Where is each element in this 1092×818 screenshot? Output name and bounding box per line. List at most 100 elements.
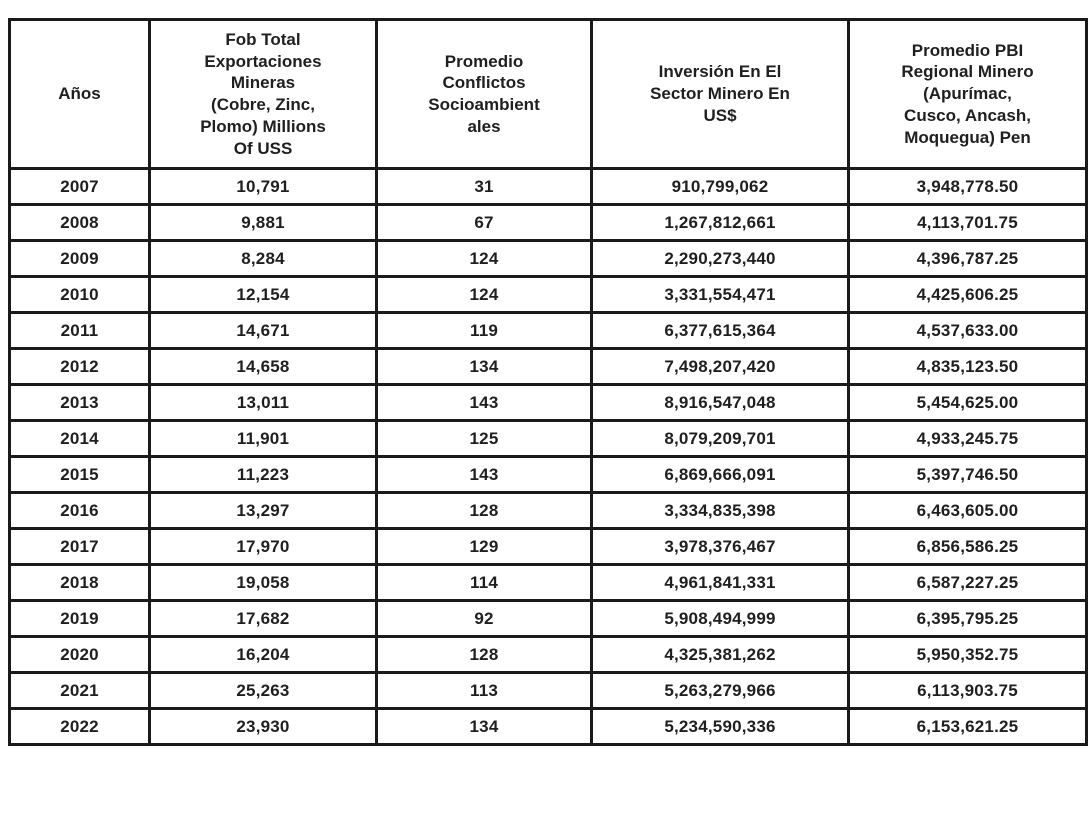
column-header-inversion: Inversión En El Sector Minero En US$ — [590, 18, 850, 170]
cell-anios: 2019 — [8, 599, 151, 638]
cell-conflictos: 92 — [375, 599, 593, 638]
table-row: 2013 13,011 143 8,916,547,048 5,454,625.00 — [8, 383, 1088, 422]
cell-conflictos: 31 — [375, 167, 593, 206]
cell-conflictos: 124 — [375, 239, 593, 278]
cell-inversion: 3,331,554,471 — [590, 275, 850, 314]
table-row: 2018 19,058 114 4,961,841,331 6,587,227.25 — [8, 563, 1088, 602]
cell-conflictos: 128 — [375, 635, 593, 674]
cell-fob: 8,284 — [148, 239, 378, 278]
table-row: 2011 14,671 119 6,377,615,364 4,537,633.00 — [8, 311, 1088, 350]
table-row: 2019 17,682 92 5,908,494,999 6,395,795.25 — [8, 599, 1088, 638]
cell-pbi: 4,425,606.25 — [847, 275, 1088, 314]
cell-conflictos: 134 — [375, 347, 593, 386]
cell-conflictos: 119 — [375, 311, 593, 350]
cell-anios: 2015 — [8, 455, 151, 494]
table-body: 2007 10,791 31 910,799,062 3,948,778.50 2008 9… — [8, 167, 1088, 746]
table-row: 2015 11,223 143 6,869,666,091 5,397,746.50 — [8, 455, 1088, 494]
cell-fob: 12,154 — [148, 275, 378, 314]
cell-inversion: 3,978,376,467 — [590, 527, 850, 566]
cell-pbi: 6,113,903.75 — [847, 671, 1088, 710]
cell-conflictos: 129 — [375, 527, 593, 566]
table-row: 2021 25,263 113 5,263,279,966 6,113,903.75 — [8, 671, 1088, 710]
table-row: 2020 16,204 128 4,325,381,262 5,950,352.75 — [8, 635, 1088, 674]
table-row: 2012 14,658 134 7,498,207,420 4,835,123.50 — [8, 347, 1088, 386]
cell-conflictos: 67 — [375, 203, 593, 242]
cell-fob: 19,058 — [148, 563, 378, 602]
table-head: Años Fob Total Exportaciones Mineras (Cob… — [8, 18, 1088, 170]
cell-inversion: 910,799,062 — [590, 167, 850, 206]
cell-fob: 11,901 — [148, 419, 378, 458]
cell-pbi: 6,587,227.25 — [847, 563, 1088, 602]
column-header-conflictos: Promedio Conflictos Socioambient ales — [375, 18, 593, 170]
table-row: 2009 8,284 124 2,290,273,440 4,396,787.25 — [8, 239, 1088, 278]
table-row: 2010 12,154 124 3,331,554,471 4,425,606.25 — [8, 275, 1088, 314]
cell-pbi: 4,835,123.50 — [847, 347, 1088, 386]
table-row: 2017 17,970 129 3,978,376,467 6,856,586.25 — [8, 527, 1088, 566]
cell-fob: 9,881 — [148, 203, 378, 242]
cell-pbi: 4,537,633.00 — [847, 311, 1088, 350]
cell-conflictos: 134 — [375, 707, 593, 746]
cell-inversion: 8,079,209,701 — [590, 419, 850, 458]
table-row: 2022 23,930 134 5,234,590,336 6,153,621.25 — [8, 707, 1088, 746]
cell-inversion: 1,267,812,661 — [590, 203, 850, 242]
cell-fob: 25,263 — [148, 671, 378, 710]
cell-fob: 13,297 — [148, 491, 378, 530]
cell-pbi: 3,948,778.50 — [847, 167, 1088, 206]
cell-fob: 10,791 — [148, 167, 378, 206]
cell-anios: 2009 — [8, 239, 151, 278]
cell-pbi: 6,153,621.25 — [847, 707, 1088, 746]
cell-pbi: 6,856,586.25 — [847, 527, 1088, 566]
cell-inversion: 5,234,590,336 — [590, 707, 850, 746]
cell-pbi: 5,454,625.00 — [847, 383, 1088, 422]
cell-inversion: 3,334,835,398 — [590, 491, 850, 530]
cell-pbi: 6,463,605.00 — [847, 491, 1088, 530]
cell-anios: 2020 — [8, 635, 151, 674]
cell-anios: 2021 — [8, 671, 151, 710]
mining-data-table: Años Fob Total Exportaciones Mineras (Cob… — [8, 18, 1088, 746]
cell-pbi: 4,933,245.75 — [847, 419, 1088, 458]
cell-anios: 2008 — [8, 203, 151, 242]
cell-anios: 2011 — [8, 311, 151, 350]
cell-pbi: 5,397,746.50 — [847, 455, 1088, 494]
cell-fob: 17,682 — [148, 599, 378, 638]
cell-inversion: 4,325,381,262 — [590, 635, 850, 674]
cell-conflictos: 143 — [375, 455, 593, 494]
cell-conflictos: 125 — [375, 419, 593, 458]
cell-conflictos: 143 — [375, 383, 593, 422]
cell-inversion: 2,290,273,440 — [590, 239, 850, 278]
cell-inversion: 5,263,279,966 — [590, 671, 850, 710]
cell-fob: 13,011 — [148, 383, 378, 422]
header-row: Años Fob Total Exportaciones Mineras (Cob… — [8, 18, 1088, 170]
cell-anios: 2016 — [8, 491, 151, 530]
cell-pbi: 5,950,352.75 — [847, 635, 1088, 674]
cell-conflictos: 124 — [375, 275, 593, 314]
table-row: 2016 13,297 128 3,334,835,398 6,463,605.00 — [8, 491, 1088, 530]
table-row: 2014 11,901 125 8,079,209,701 4,933,245.75 — [8, 419, 1088, 458]
cell-anios: 2010 — [8, 275, 151, 314]
table-row: 2008 9,881 67 1,267,812,661 4,113,701.75 — [8, 203, 1088, 242]
cell-fob: 23,930 — [148, 707, 378, 746]
cell-pbi: 6,395,795.25 — [847, 599, 1088, 638]
cell-anios: 2007 — [8, 167, 151, 206]
cell-inversion: 4,961,841,331 — [590, 563, 850, 602]
cell-anios: 2014 — [8, 419, 151, 458]
cell-anios: 2013 — [8, 383, 151, 422]
cell-anios: 2018 — [8, 563, 151, 602]
cell-inversion: 6,377,615,364 — [590, 311, 850, 350]
cell-anios: 2012 — [8, 347, 151, 386]
column-header-anios: Años — [8, 18, 151, 170]
cell-conflictos: 128 — [375, 491, 593, 530]
cell-pbi: 4,113,701.75 — [847, 203, 1088, 242]
cell-fob: 16,204 — [148, 635, 378, 674]
cell-fob: 11,223 — [148, 455, 378, 494]
cell-inversion: 7,498,207,420 — [590, 347, 850, 386]
cell-anios: 2022 — [8, 707, 151, 746]
cell-inversion: 5,908,494,999 — [590, 599, 850, 638]
cell-fob: 17,970 — [148, 527, 378, 566]
cell-fob: 14,671 — [148, 311, 378, 350]
cell-inversion: 8,916,547,048 — [590, 383, 850, 422]
column-header-pbi: Promedio PBI Regional Minero (Apurímac, … — [847, 18, 1088, 170]
cell-pbi: 4,396,787.25 — [847, 239, 1088, 278]
cell-conflictos: 114 — [375, 563, 593, 602]
